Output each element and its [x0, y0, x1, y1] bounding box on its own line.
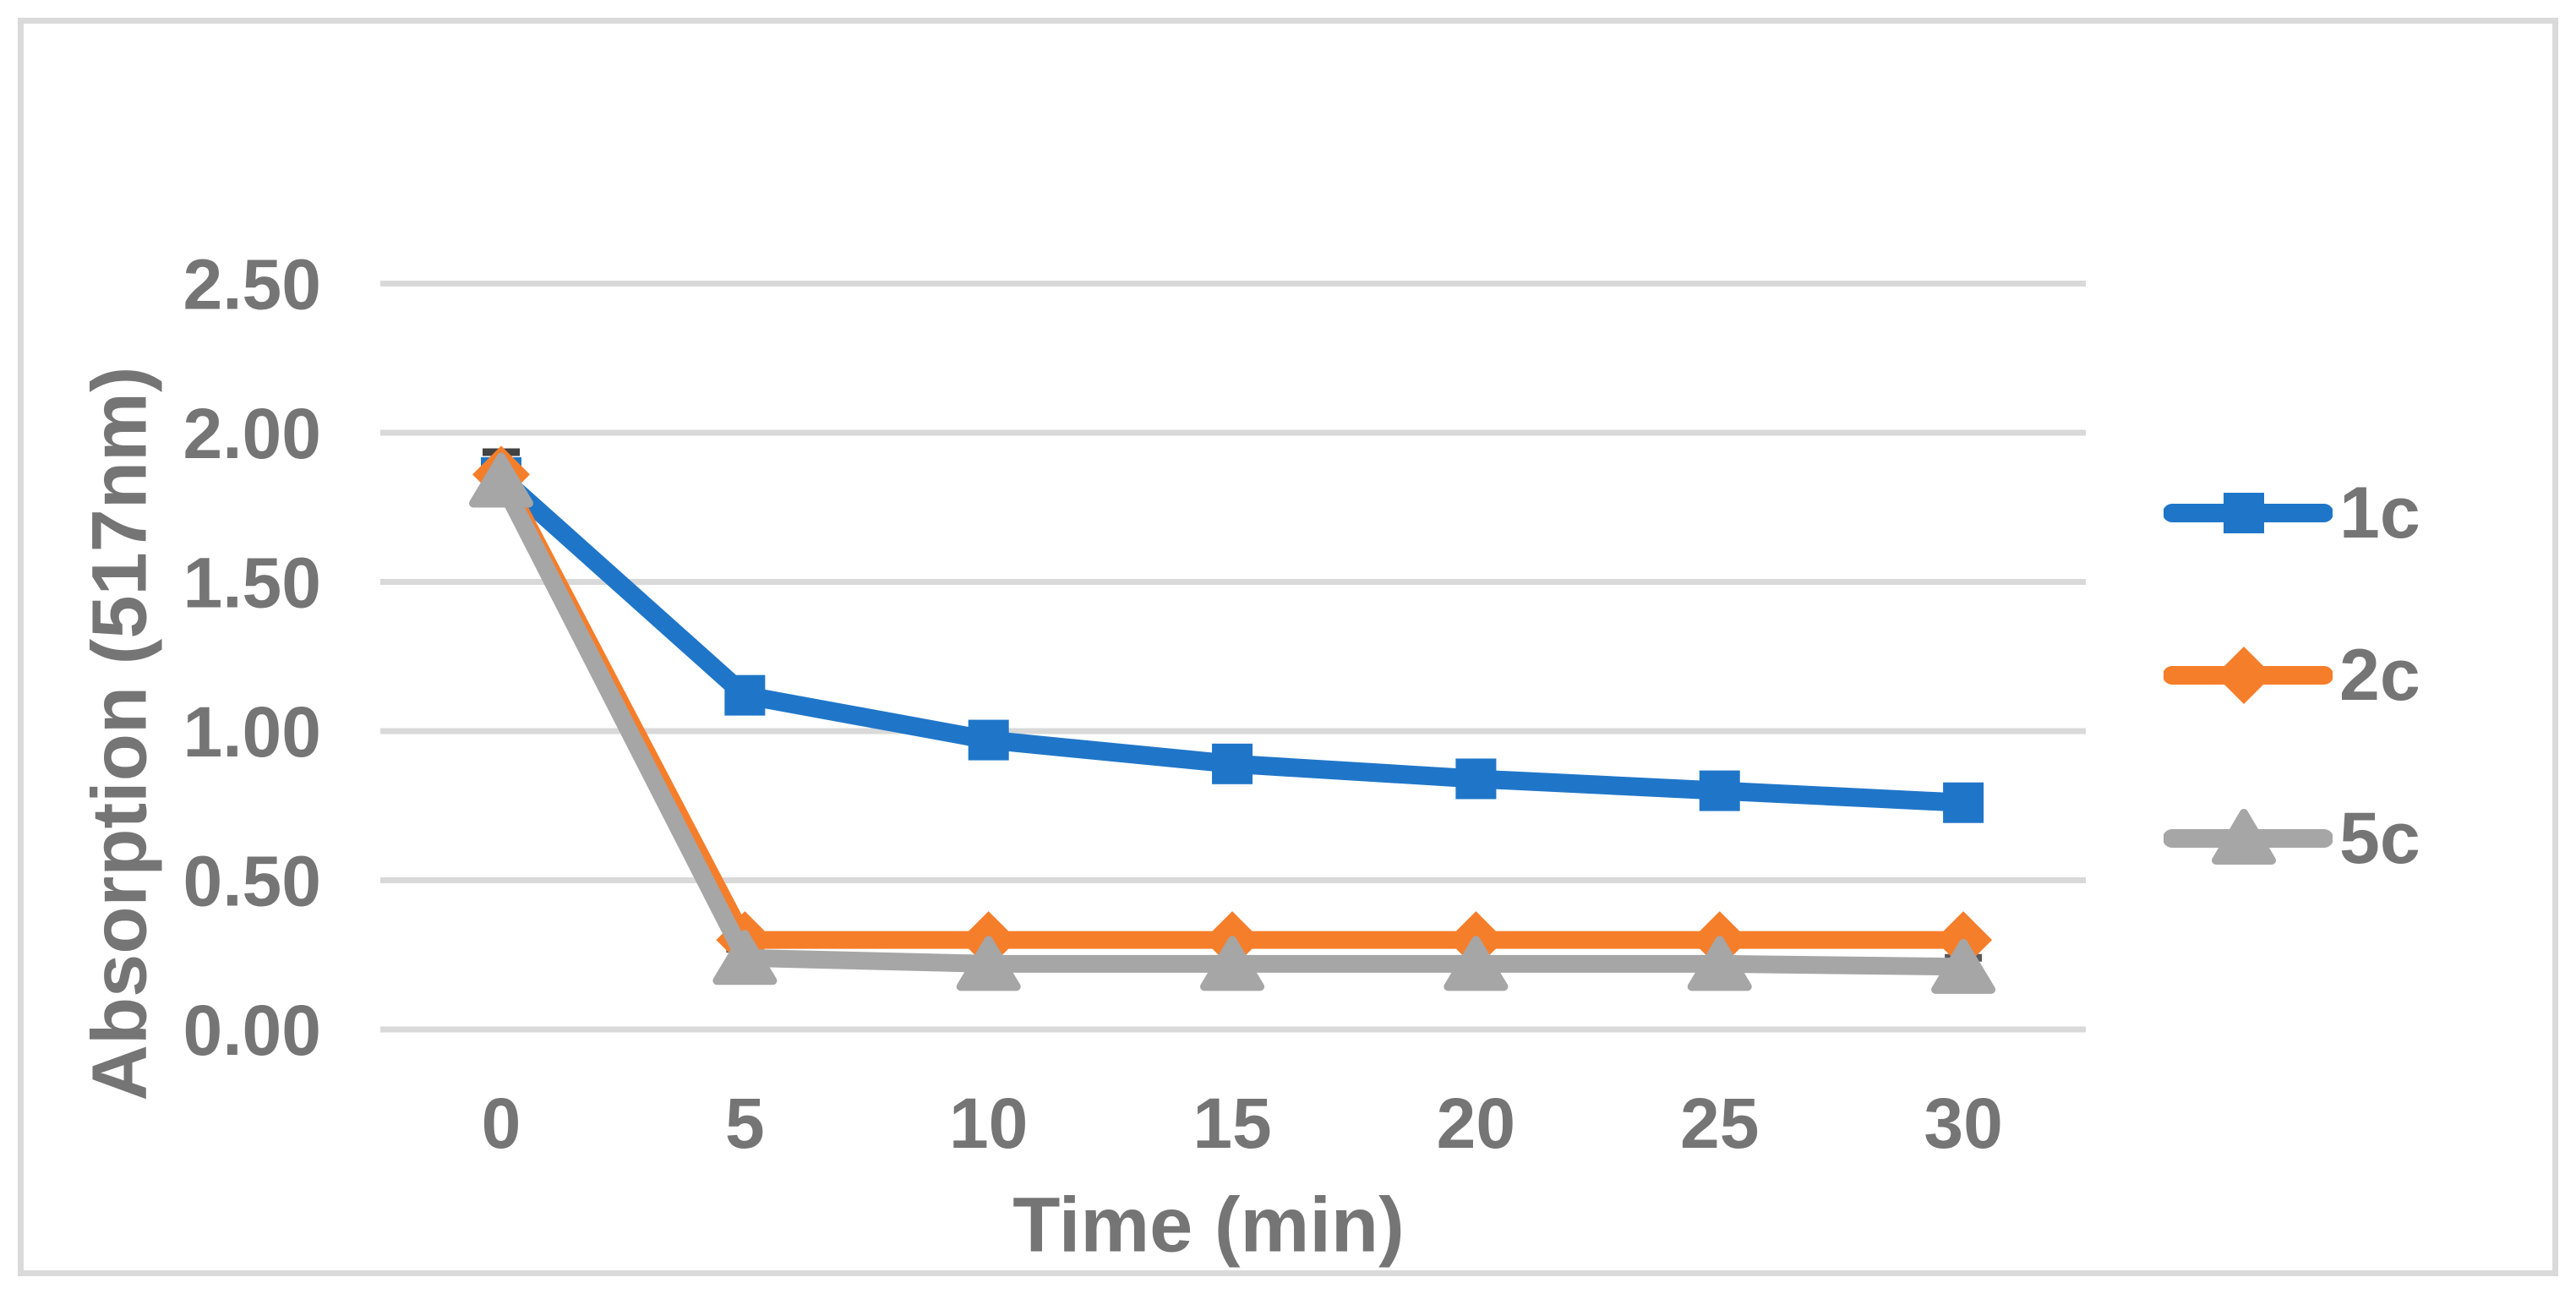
- y-tick-label-2.00: 2.00: [183, 394, 322, 473]
- data-point-1c-t20: [1455, 758, 1497, 800]
- x-tick-label-20: 20: [1437, 1084, 1515, 1163]
- data-point-5c-t20: [1444, 936, 1509, 991]
- legend-entry-2c: 2c: [2164, 635, 2561, 716]
- legend: 1c 2c 5c: [2164, 0, 2561, 1294]
- legend-label-2c: 2c: [2339, 635, 2420, 716]
- legend-entry-5c: 5c: [2164, 798, 2561, 879]
- series-line-5c: [492, 471, 1973, 976]
- data-point-5c-t0: [469, 452, 533, 508]
- data-point-1c-t10: [968, 719, 1009, 761]
- x-tick-label-15: 15: [1192, 1084, 1271, 1163]
- x-tick-label-0: 0: [482, 1084, 521, 1163]
- y-tick-label-0.00: 0.00: [183, 991, 322, 1070]
- data-point-1c-t25: [1699, 770, 1740, 811]
- data-point-1c-t15: [1212, 743, 1253, 784]
- data-point-5c-t25: [1687, 936, 1752, 991]
- data-point-5c-t5: [712, 930, 778, 986]
- legend-label-5c: 5c: [2339, 798, 2420, 879]
- x-tick-label-30: 30: [1924, 1084, 2002, 1163]
- x-tick-label-5: 5: [725, 1084, 765, 1163]
- data-point-5c-t10: [956, 936, 1021, 991]
- y-axis-title: Absorption (517nm): [76, 366, 163, 1101]
- legend-entry-1c: 1c: [2164, 472, 2561, 554]
- data-point-1c-t5: [724, 674, 766, 716]
- data-point-1c-t30: [1943, 782, 1984, 823]
- x-tick-label-25: 25: [1680, 1084, 1759, 1163]
- y-tick-label-0.50: 0.50: [183, 842, 322, 921]
- x-tick-label-10: 10: [949, 1084, 1028, 1163]
- series-line-2c: [492, 465, 1973, 949]
- data-point-5c-t15: [1200, 936, 1265, 991]
- y-tick-label-1.00: 1.00: [183, 692, 322, 772]
- data-point-5c-t30: [1931, 938, 1996, 994]
- y-tick-label-2.50: 2.50: [183, 245, 322, 325]
- legend-line-square-icon: [2164, 493, 2333, 533]
- legend-line-diamond-icon: [2164, 647, 2333, 704]
- legend-line-triangle-icon: [2164, 809, 2333, 865]
- legend-label-1c: 1c: [2339, 472, 2420, 554]
- y-tick-label-1.50: 1.50: [183, 543, 322, 623]
- x-axis-title: Time (min): [1012, 1182, 1405, 1269]
- chart-frame-border: [18, 18, 2558, 1276]
